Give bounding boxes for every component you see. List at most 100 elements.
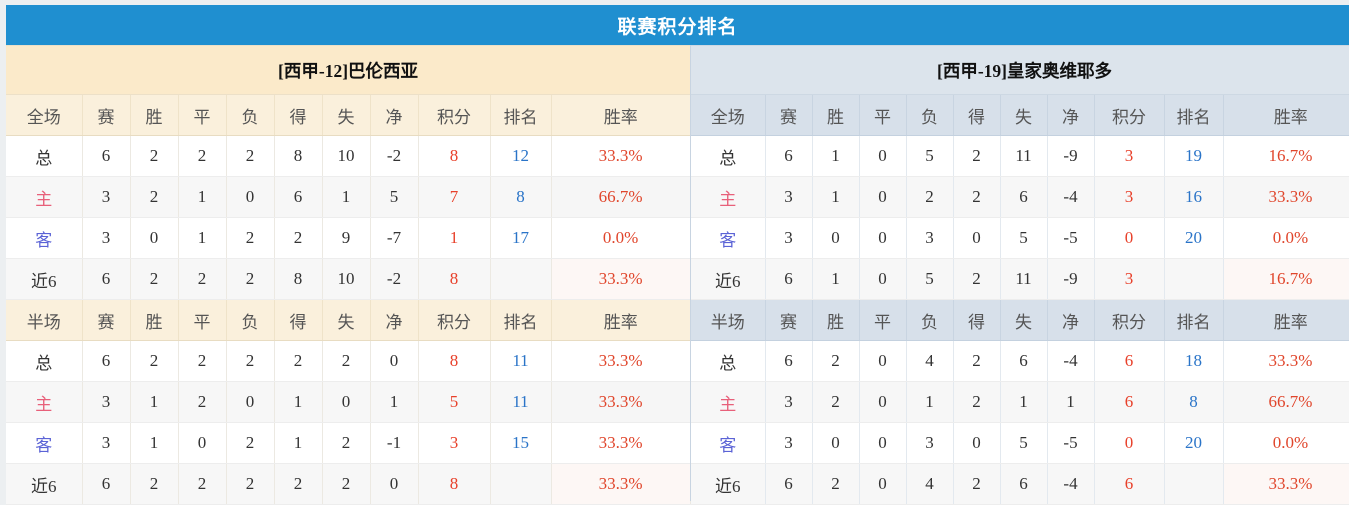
table-row[interactable]: 主 3 2 1 0 6 1 5 7 8 66.7% [6, 176, 691, 218]
cell-goals-for: 2 [274, 463, 323, 505]
cell-diff: -5 [1047, 422, 1095, 464]
cell-draw: 2 [178, 340, 227, 382]
standings-tables: [西甲-12]巴伦西亚 全场赛胜平负得失净积分 排名 胜率总 6 2 2 2 8 10 -2 8 12 3… [6, 45, 1349, 505]
page-title: 联赛积分排名 [617, 16, 738, 38]
table-row[interactable]: 近6 6 2 2 2 8 10 -2 8 33.3% [6, 258, 691, 300]
cell-played: 3 [765, 381, 813, 423]
table-row[interactable]: 近6 6 1 0 5 2 11 -9 3 16.7% [691, 258, 1349, 300]
table-row[interactable]: 总 6 2 2 2 2 2 0 8 11 33.3% [6, 340, 691, 382]
cell-points: 7 [418, 176, 491, 218]
row-label: 主 [6, 381, 83, 423]
cell-diff: 1 [370, 381, 419, 423]
table-row[interactable]: 总 6 2 2 2 8 10 -2 8 12 33.3% [6, 135, 691, 177]
cell-win: 2 [812, 463, 860, 505]
cell-rank: 18 [1164, 340, 1224, 382]
cell-played: 3 [82, 176, 131, 218]
cell-winrate: 33.3% [1223, 176, 1349, 218]
column-header-row: 半场赛胜平负得失净积分 排名 胜率 [691, 299, 1349, 341]
cell-winrate: 33.3% [551, 258, 691, 300]
table-row[interactable]: 客 3 1 0 2 1 2 -1 3 15 33.3% [6, 422, 691, 464]
row-label: 客 [691, 422, 766, 464]
cell-diff: -4 [1047, 463, 1095, 505]
column-header-9: 排名 [490, 94, 552, 136]
column-header-4: 负 [226, 299, 275, 341]
cell-goals-against: 6 [1000, 340, 1048, 382]
cell-played: 6 [765, 463, 813, 505]
cell-loss: 2 [226, 422, 275, 464]
row-label: 近6 [691, 463, 766, 505]
cell-winrate: 0.0% [551, 217, 691, 259]
cell-goals-for: 6 [274, 176, 323, 218]
team-name-row: [西甲-12]巴伦西亚 [6, 46, 691, 95]
cell-diff: -1 [370, 422, 419, 464]
table-row[interactable]: 主 3 1 2 0 1 0 1 5 11 33.3% [6, 381, 691, 423]
cell-winrate: 0.0% [1223, 217, 1349, 259]
row-label: 主 [691, 176, 766, 218]
cell-goals-for: 2 [953, 340, 1001, 382]
cell-goals-against: 1 [1000, 381, 1048, 423]
table-row[interactable]: 客 3 0 0 3 0 5 -5 0 20 0.0% [691, 422, 1349, 464]
row-label: 总 [691, 135, 766, 177]
cell-goals-against: 11 [1000, 258, 1048, 300]
cell-loss: 0 [226, 176, 275, 218]
cell-win: 2 [130, 258, 179, 300]
column-header-8: 积分 [418, 94, 491, 136]
cell-points: 1 [418, 217, 491, 259]
column-header-5: 得 [953, 94, 1001, 136]
cell-played: 3 [82, 381, 131, 423]
cell-points: 6 [1094, 340, 1165, 382]
column-header-4: 负 [226, 94, 275, 136]
cell-diff: 1 [1047, 381, 1095, 423]
cell-draw: 2 [178, 381, 227, 423]
cell-winrate: 33.3% [1223, 340, 1349, 382]
cell-rank: 20 [1164, 217, 1224, 259]
column-header-10: 胜率 [1223, 299, 1349, 341]
cell-win: 1 [130, 422, 179, 464]
cell-points: 8 [418, 463, 491, 505]
cell-points: 5 [418, 381, 491, 423]
cell-draw: 0 [859, 381, 907, 423]
column-header-10: 胜率 [551, 299, 691, 341]
cell-rank: 11 [490, 340, 552, 382]
column-header-4: 负 [906, 299, 954, 341]
cell-draw: 2 [178, 258, 227, 300]
cell-played: 6 [765, 258, 813, 300]
cell-winrate: 16.7% [1223, 135, 1349, 177]
column-header-9: 排名 [490, 299, 552, 341]
cell-rank: 15 [490, 422, 552, 464]
table-row[interactable]: 主 3 1 0 2 2 6 -4 3 16 33.3% [691, 176, 1349, 218]
cell-win: 2 [812, 381, 860, 423]
cell-diff: -7 [370, 217, 419, 259]
table-row[interactable]: 总 6 1 0 5 2 11 -9 3 19 16.7% [691, 135, 1349, 177]
column-header-5: 得 [953, 299, 1001, 341]
cell-diff: -5 [1047, 217, 1095, 259]
cell-loss: 4 [906, 463, 954, 505]
column-header-6: 失 [1000, 299, 1048, 341]
cell-diff: -4 [1047, 176, 1095, 218]
column-header-7: 净 [1047, 94, 1095, 136]
team-name[interactable]: [西甲-19]皇家奥维耶多 [691, 46, 1349, 95]
cell-diff: 0 [370, 463, 419, 505]
table-row[interactable]: 总 6 2 0 4 2 6 -4 6 18 33.3% [691, 340, 1349, 382]
cell-played: 3 [82, 422, 131, 464]
row-label: 客 [6, 422, 83, 464]
column-header-3: 平 [178, 299, 227, 341]
cell-goals-against: 5 [1000, 422, 1048, 464]
cell-rank [490, 463, 552, 505]
column-header-10: 胜率 [551, 94, 691, 136]
cell-points: 8 [418, 340, 491, 382]
team-name[interactable]: [西甲-12]巴伦西亚 [6, 46, 691, 95]
column-header-0: 半场 [691, 299, 766, 341]
table-row[interactable]: 客 3 0 1 2 2 9 -7 1 17 0.0% [6, 217, 691, 259]
table-row[interactable]: 主 3 2 0 1 2 1 1 6 8 66.7% [691, 381, 1349, 423]
column-header-9: 排名 [1164, 94, 1224, 136]
table-row[interactable]: 客 3 0 0 3 0 5 -5 0 20 0.0% [691, 217, 1349, 259]
cell-diff: -9 [1047, 135, 1095, 177]
table-row[interactable]: 近6 6 2 0 4 2 6 -4 6 33.3% [691, 463, 1349, 505]
cell-goals-for: 2 [274, 217, 323, 259]
table-row[interactable]: 近6 6 2 2 2 2 2 0 8 33.3% [6, 463, 691, 505]
cell-draw: 0 [178, 422, 227, 464]
page-header-bar: 联赛积分排名 [6, 5, 1349, 45]
cell-winrate: 33.3% [1223, 463, 1349, 505]
cell-goals-against: 10 [322, 258, 371, 300]
